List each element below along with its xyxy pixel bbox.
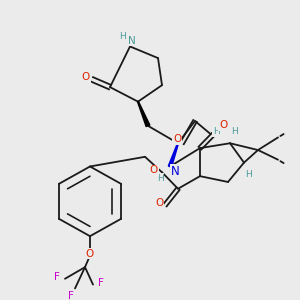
Polygon shape (137, 101, 150, 127)
Text: O: O (150, 165, 158, 176)
Text: H: H (213, 127, 219, 136)
Text: H: H (157, 174, 164, 183)
Text: F: F (68, 291, 74, 300)
Text: H: H (118, 32, 125, 41)
Text: H: H (232, 127, 238, 136)
Text: F: F (54, 272, 60, 282)
Polygon shape (168, 143, 178, 167)
Text: O: O (219, 120, 227, 130)
Text: N: N (171, 165, 179, 178)
Text: O: O (173, 134, 181, 144)
Text: N: N (128, 36, 136, 46)
Text: F: F (98, 278, 104, 288)
Text: O: O (155, 198, 163, 208)
Text: H: H (246, 170, 252, 179)
Text: O: O (86, 249, 94, 259)
Text: O: O (82, 72, 90, 82)
